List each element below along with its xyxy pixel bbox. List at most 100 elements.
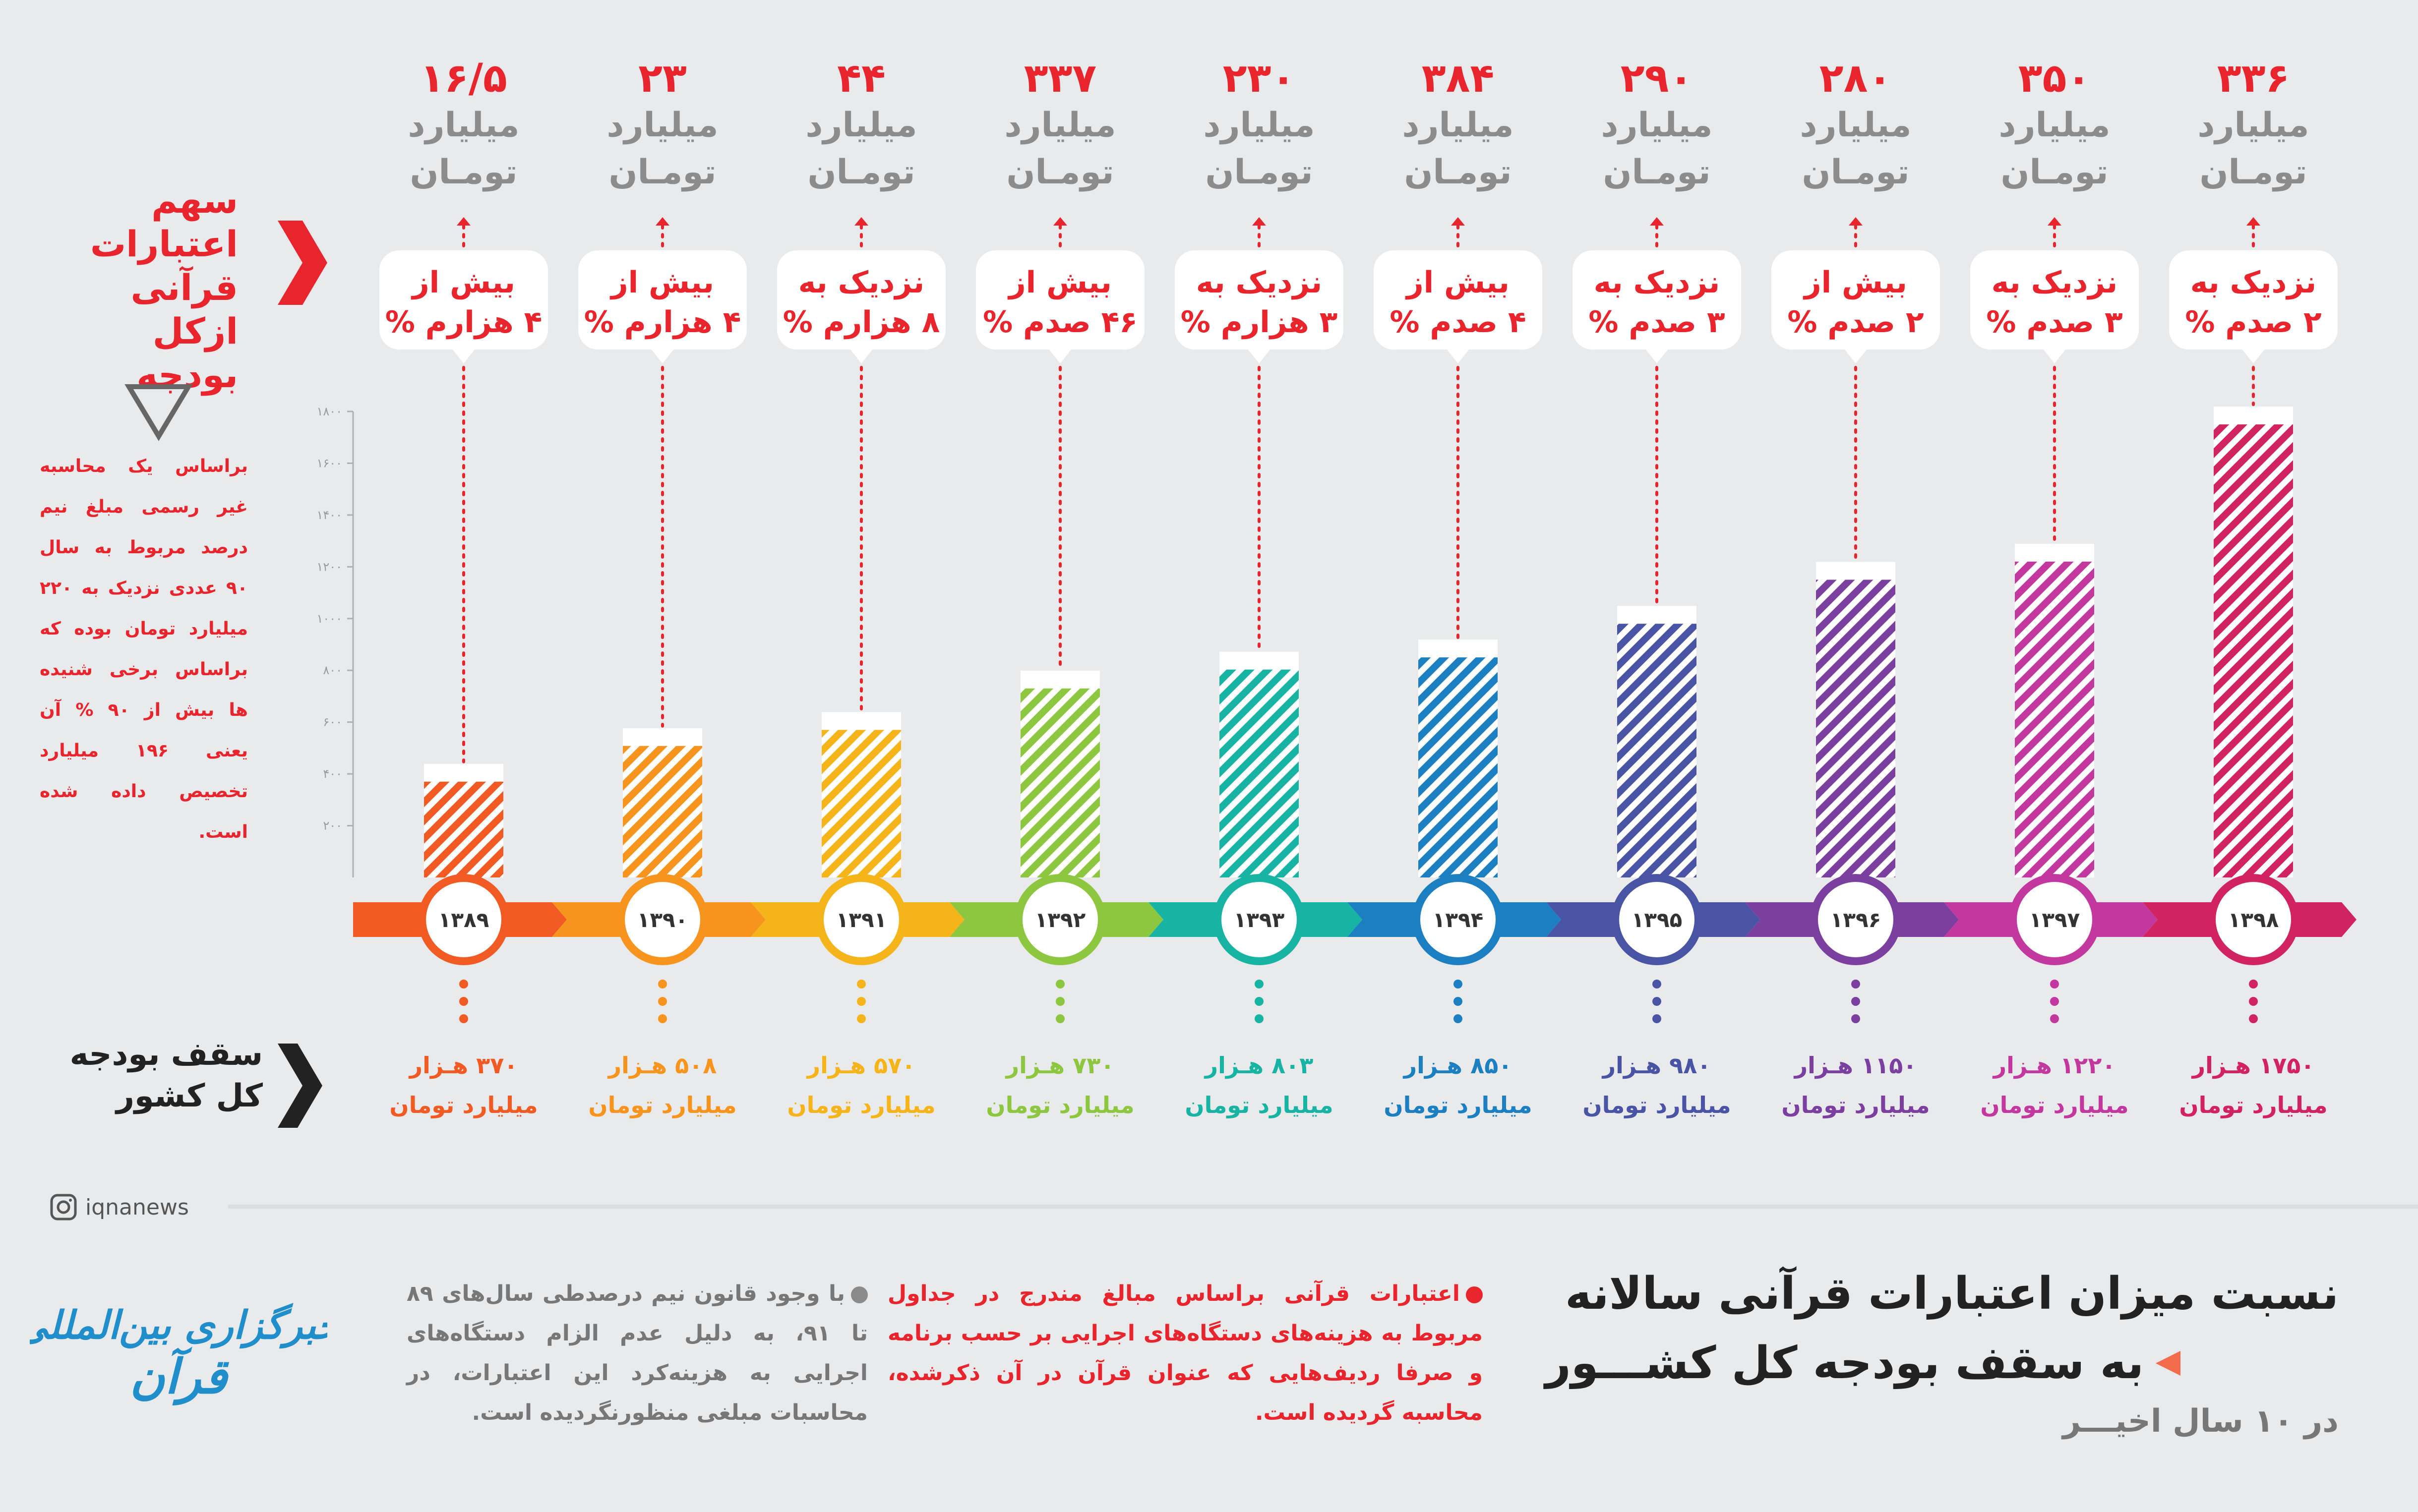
dot-marker (2050, 1014, 2059, 1023)
credit-amount: ۲۳۰ (1223, 55, 1295, 101)
chevron-right-icon (278, 1044, 322, 1128)
dot-marker (1652, 1014, 1661, 1023)
credit-amount: ۲۹۰ (1621, 55, 1693, 101)
bubble-pointer (452, 349, 476, 363)
play-triangle-icon (2156, 1351, 2181, 1376)
dot-marker (2249, 1014, 2258, 1023)
bar-cap (822, 712, 901, 731)
dot-marker (1851, 980, 1860, 989)
main-title: نسبت میزان اعتبارات قرآنی سالانه به سقف … (1545, 1259, 2339, 1398)
budget-label-line2: میلیارد تومان (1582, 1092, 1731, 1118)
credit-amount: ۲۳ (638, 55, 687, 101)
year-circle-inner (625, 882, 700, 957)
dot-marker (1453, 980, 1462, 989)
credit-unit-line1: میلیارد (1005, 106, 1116, 145)
bubble-pointer (2241, 349, 2265, 363)
arrow-up-icon (1451, 217, 1465, 226)
budget-chart: ۲۰۰ ۴۰۰ ۶۰۰ ۸۰۰ ۱۰۰۰ ۱۲۰۰ ۱۴۰۰ ۱۶۰۰ ۱۸۰۰ بیش از ۴… (124, 55, 2357, 1128)
share-bubble (1771, 250, 1940, 349)
arrow-up-icon (1650, 217, 1664, 226)
share-title-line: اعتبارات (90, 223, 238, 265)
year-label: ۱۳۹۳ (1234, 908, 1285, 932)
y-tick-label: ۴۰۰ (323, 767, 342, 781)
budget-bar (1219, 669, 1299, 877)
share-label-line1: نزدیک به (1196, 265, 1322, 300)
dot-marker (2050, 997, 2059, 1006)
budget-title-line: سقف بودجه (69, 1036, 263, 1073)
credit-unit-line1: میلیارد (2198, 106, 2309, 145)
credit-unit-line2: تومـان (2000, 153, 2108, 192)
dot-marker (1453, 1014, 1462, 1023)
y-tick-label: ۸۰۰ (323, 663, 342, 677)
bubble-pointer (1446, 349, 1470, 363)
year-circle-inner (1420, 882, 1496, 957)
budget-bar (1418, 657, 1498, 877)
chevron-right-icon (278, 221, 327, 305)
credit-unit-line2: تومـان (2199, 153, 2307, 192)
year-label: ۱۳۹۵ (1632, 908, 1683, 932)
budget-bar (1617, 624, 1696, 877)
year-label: ۱۳۹۶ (1830, 908, 1881, 932)
dot-marker (1255, 997, 1264, 1006)
bubble-pointer (2043, 349, 2066, 363)
dot-marker (1851, 997, 1860, 1006)
note-red-text: اعتبارات قرآنی براساس مبالغ مندرج در جدا… (888, 1281, 1483, 1425)
budget-label-line1: ۱۲۲۰ هـزار (1993, 1052, 2116, 1079)
share-label-line2: ۴ هزارم % (385, 305, 543, 340)
year-circle-inner (426, 882, 501, 957)
watermark: iqnanews (50, 1190, 189, 1224)
share-bubble (777, 250, 946, 349)
dot-marker (2249, 980, 2258, 989)
dot-marker (1652, 997, 1661, 1006)
credit-unit-line2: تومـان (1404, 153, 1511, 192)
dot-marker (1056, 980, 1065, 989)
credit-unit-line1: میلیارد (1204, 106, 1315, 145)
year-label: ۱۳۹۱ (836, 908, 887, 932)
dot-marker (2050, 980, 2059, 989)
credit-amount: ۳۵۰ (2018, 55, 2091, 101)
bar-cap (1816, 562, 1895, 581)
year-circle-inner (2216, 882, 2291, 957)
budget-label-line1: ۱۷۵۰ هـزار (2191, 1052, 2315, 1079)
budget-label-line1: ۳۷۰ هـزار (409, 1052, 518, 1079)
y-tick-label: ۱۴۰۰ (316, 508, 342, 522)
main-title-line1: نسبت میزان اعتبارات قرآنی سالانه (1565, 1268, 2339, 1320)
bar-cap (1219, 651, 1299, 671)
share-label-line1: نزدیک به (1594, 265, 1720, 300)
share-label-line1: بیش از (411, 265, 515, 300)
budget-bar (1021, 688, 1100, 877)
year-label: ۱۳۸۹ (438, 908, 489, 932)
dot-marker (1851, 1014, 1860, 1023)
budget-title: سقف بودجه کل کشور (35, 1034, 263, 1117)
share-label-line2: ۳ صدم % (1986, 305, 2122, 340)
credit-amount: ۳۳۶ (2217, 55, 2290, 101)
dot-marker (857, 980, 866, 989)
share-bubble (379, 250, 548, 349)
y-tick-label: ۲۰۰ (323, 819, 342, 833)
budget-bar (1816, 580, 1895, 877)
year-circle-inner (2017, 882, 2092, 957)
share-label-line2: ۳ هزارم % (1181, 305, 1338, 340)
budget-bar (2214, 424, 2293, 877)
credit-amount: ۲۸۰ (1819, 55, 1892, 101)
budget-label-line2: میلیارد تومان (1185, 1092, 1333, 1118)
credit-unit-line2: تومـان (807, 153, 915, 192)
y-tick-label: ۱۸۰۰ (316, 405, 342, 418)
sub-title: در ۱۰ سال اخیـــر (2062, 1403, 2339, 1440)
credit-amount: ۳۳۷ (1024, 55, 1096, 101)
budget-label-line2: میلیارد تومان (986, 1092, 1134, 1118)
credit-unit-line1: میلیارد (607, 106, 719, 145)
dot-marker (658, 980, 667, 989)
note-red: اعتبارات قرآنی براساس مبالغ مندرج در جدا… (888, 1274, 1483, 1433)
dot-marker (1255, 1014, 1264, 1023)
watermark-text: iqnanews (85, 1194, 189, 1220)
dot-marker (857, 997, 866, 1006)
share-label-line2: ۸ هزارم % (783, 305, 940, 340)
dot-marker (1652, 980, 1661, 989)
share-bubble (1175, 250, 1343, 349)
share-label-line1: نزدیک به (1992, 265, 2117, 300)
dot-marker (1056, 997, 1065, 1006)
budget-label-line2: میلیارد تومان (1384, 1092, 1532, 1118)
credit-unit-line2: تومـان (1205, 153, 1313, 192)
share-label-line1: بیش از (1405, 265, 1510, 300)
